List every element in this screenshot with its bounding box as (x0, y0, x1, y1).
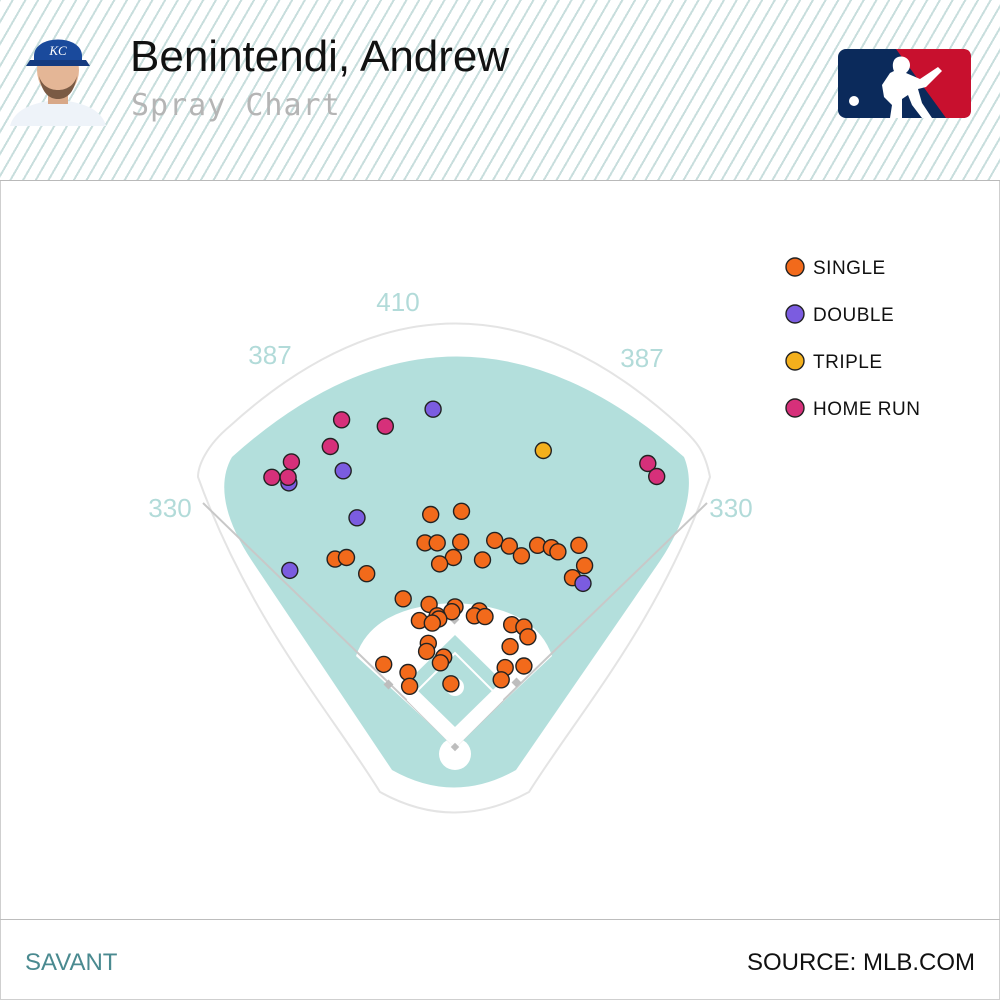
distance-center: 410 (376, 287, 419, 317)
hit-point-single-46 (442, 675, 460, 693)
hit-point-home-run-6 (279, 468, 297, 486)
hit-point-single-34 (519, 628, 537, 646)
hit-point-single-39 (431, 654, 450, 672)
legend-label-home-run: HOME RUN (813, 399, 920, 420)
hit-point-single-15 (430, 555, 449, 573)
hit-point-single-45 (400, 677, 419, 695)
distance-markers: 330 387 410 387 330 (148, 287, 752, 523)
legend-marker-home-run (785, 398, 805, 418)
savant-link[interactable]: SAVANT (25, 949, 118, 976)
distance-left-center: 387 (248, 340, 291, 370)
legend-item-triple: TRIPLE (785, 351, 883, 373)
hit-point-double-2 (334, 462, 352, 480)
first-base (511, 677, 522, 688)
hit-point-single-5 (452, 533, 470, 551)
hit-point-single-2 (452, 502, 471, 520)
legend-marker-single (785, 257, 805, 277)
legend: SINGLE DOUBLE TRIPLE HOME RUN (785, 257, 920, 420)
base-paths (406, 651, 504, 749)
hit-point-single-42 (375, 655, 393, 674)
ballpark (196, 322, 712, 814)
hit-point-single-10 (549, 543, 567, 561)
distance-right-line: 330 (709, 493, 752, 523)
hit-point-single-4 (428, 534, 446, 552)
hit-point-double-1 (424, 400, 442, 418)
hit-point-single-27 (476, 607, 494, 626)
hit-point-double-4 (348, 509, 366, 527)
spray-chart: 330 387 410 387 330 SINGLE DOUBLE TRIPLE… (148, 257, 920, 814)
legend-label-single: SINGLE (813, 258, 886, 279)
hit-point-single-17 (512, 547, 531, 565)
hit-point-double-6 (574, 574, 592, 593)
hit-points (263, 400, 666, 695)
hit-point-single-44 (492, 671, 510, 689)
third-base (383, 679, 394, 690)
hit-point-single-1 (422, 505, 440, 524)
legend-label-double: DOUBLE (813, 305, 894, 326)
hit-point-single-20 (358, 565, 376, 583)
hit-point-single-21 (394, 590, 412, 608)
hit-point-home-run-1 (376, 417, 394, 435)
player-name: Benintendi, Andrew (130, 32, 510, 81)
distance-right-center: 387 (620, 343, 663, 373)
mlb-logo (838, 49, 971, 118)
hit-point-home-run-8 (648, 467, 666, 486)
legend-item-home-run: HOME RUN (785, 398, 920, 420)
chart-header: KC Benintendi, Andrew Spray Chart (0, 0, 1000, 181)
source-label: SOURCE: MLB.COM (746, 949, 975, 976)
hit-point-single-41 (515, 657, 533, 675)
hit-point-home-run-4 (282, 453, 301, 471)
hit-point-single-6 (486, 531, 504, 550)
hit-point-single-13 (337, 548, 356, 567)
chart-subtitle: Spray Chart (131, 88, 341, 123)
hit-point-triple-1 (534, 441, 552, 460)
distance-left-line: 330 (148, 493, 191, 523)
hit-point-single-7 (500, 537, 518, 555)
home-plate (450, 742, 460, 752)
hit-point-single-31 (423, 614, 441, 632)
legend-item-single: SINGLE (785, 257, 886, 279)
legend-label-triple: TRIPLE (813, 352, 883, 373)
hit-point-home-run-5 (263, 468, 281, 486)
home-plate-circle (439, 738, 471, 770)
legend-marker-double (785, 304, 805, 324)
hit-point-single-37 (417, 642, 436, 661)
legend-item-double: DOUBLE (785, 304, 894, 326)
hit-point-single-16 (473, 551, 492, 569)
hit-point-single-11 (570, 536, 588, 554)
legend-marker-triple (785, 351, 805, 371)
hit-point-home-run-7 (639, 454, 657, 473)
hit-point-home-run-2 (332, 411, 351, 429)
hit-point-single-18 (575, 556, 594, 575)
hit-point-double-5 (281, 561, 299, 580)
hit-point-home-run-3 (321, 437, 339, 456)
chart-footer: SAVANT SOURCE: MLB.COM (0, 919, 1000, 1000)
hit-point-single-36 (501, 637, 519, 656)
player-headshot: KC (10, 39, 106, 126)
team-cap-logo: KC (48, 43, 67, 58)
